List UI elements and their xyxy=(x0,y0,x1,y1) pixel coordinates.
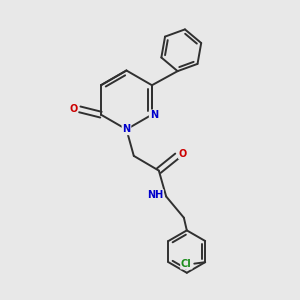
Text: O: O xyxy=(69,104,77,114)
Text: NH: NH xyxy=(147,190,163,200)
Text: O: O xyxy=(179,148,187,158)
Text: N: N xyxy=(122,124,130,134)
Text: N: N xyxy=(150,110,158,120)
Text: Cl: Cl xyxy=(181,259,192,269)
